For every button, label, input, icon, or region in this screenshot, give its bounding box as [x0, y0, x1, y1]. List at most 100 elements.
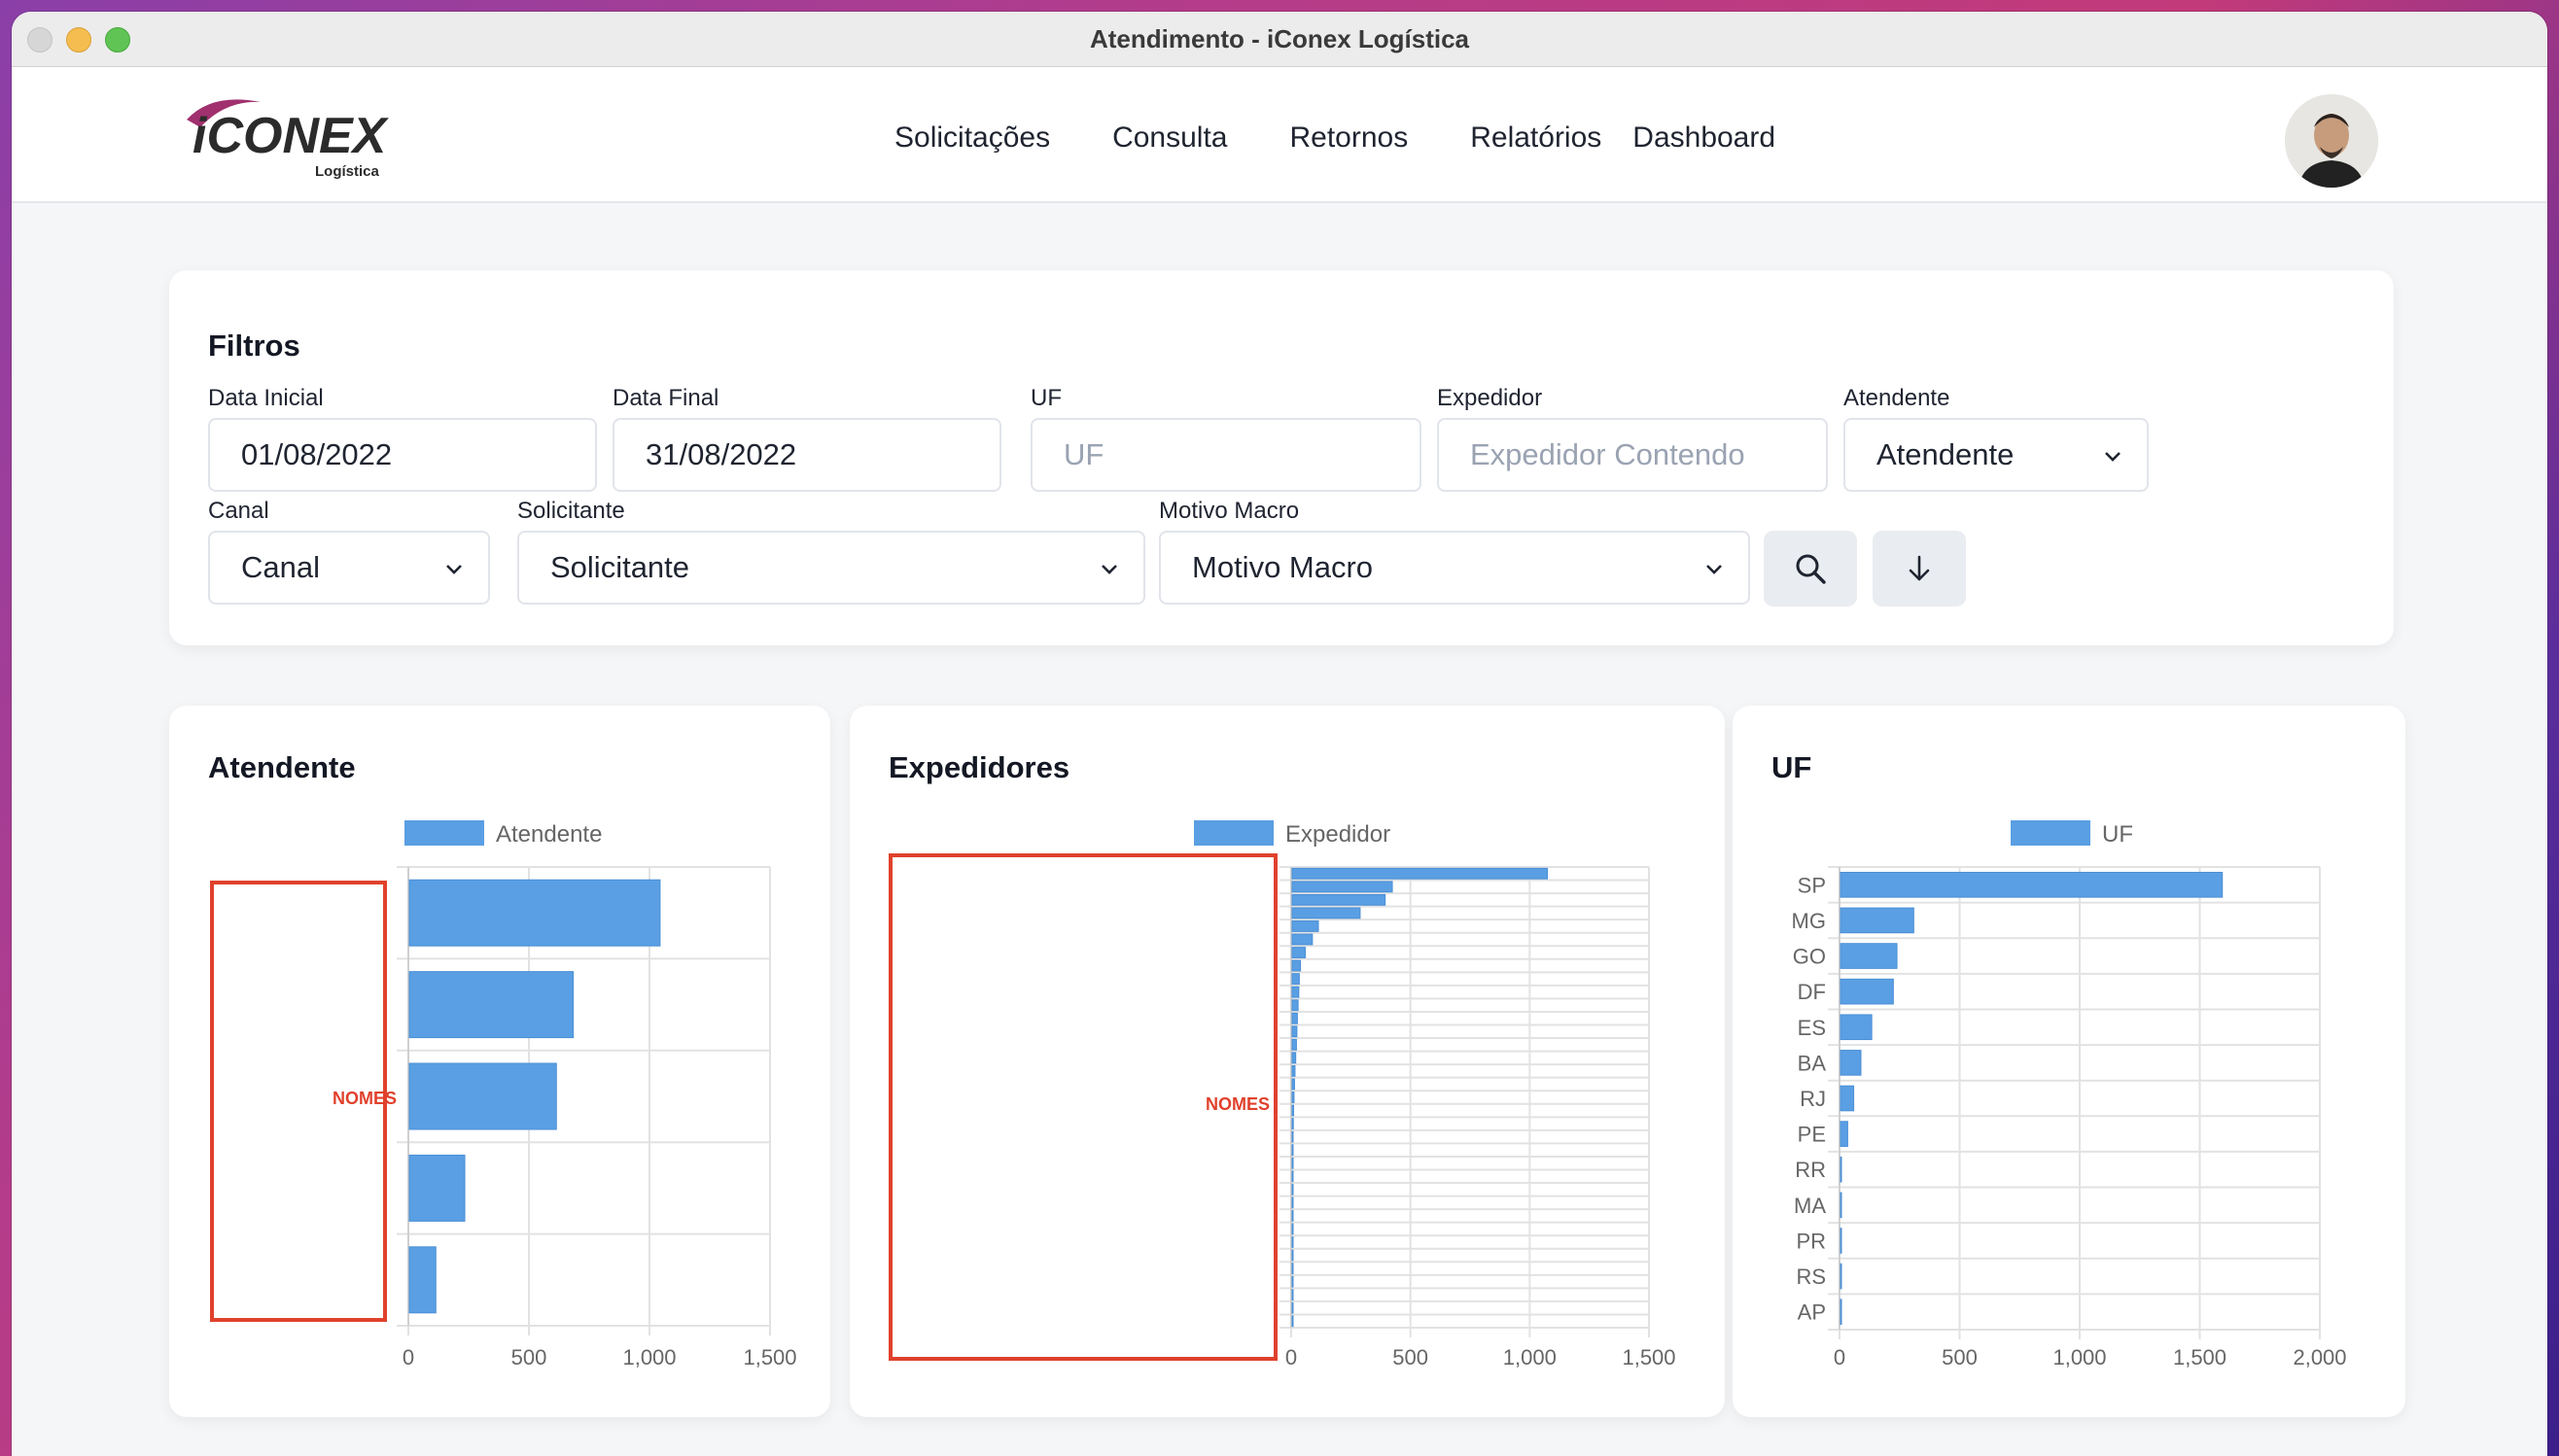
nav-link-solicitacoes[interactable]: Solicitações [894, 121, 1051, 154]
chart-bar [1291, 867, 1549, 880]
category-label: BA [1798, 1051, 1827, 1075]
canal-select-value: Canal [241, 550, 320, 584]
legend-swatch [404, 820, 484, 846]
canal-select[interactable]: Canal [208, 531, 490, 605]
chart-bar [1291, 1289, 1294, 1301]
chart-bar [1291, 1064, 1296, 1077]
atendente-select[interactable]: Atendente [1843, 418, 2149, 492]
x-tick-label: 1,000 [2052, 1345, 2106, 1369]
chart-bar [1291, 1223, 1294, 1235]
redaction-box [889, 853, 1278, 1361]
data-final-input[interactable]: 31/08/2022 [613, 418, 1001, 492]
expedidor-input[interactable]: Expedidor Contendo [1437, 418, 1828, 492]
legend-swatch [1194, 820, 1274, 846]
user-avatar[interactable] [2285, 94, 2378, 188]
maximize-window-button[interactable] [105, 27, 130, 52]
window-title: Atendimento - iConex Logística [1089, 24, 1470, 53]
motivo-macro-select[interactable]: Motivo Macro [1159, 531, 1750, 605]
arrow-down-icon [1909, 555, 1930, 581]
download-button[interactable] [1873, 531, 1966, 607]
expedidores-chart-title: Expedidores [889, 750, 1070, 784]
atendente-chart-title: Atendente [208, 750, 356, 784]
atendente-label: Atendente [1843, 385, 1950, 411]
chart-bar [1840, 871, 2224, 898]
chart-bar [1291, 920, 1319, 932]
chart-bar [1291, 1012, 1298, 1024]
chart-bar [1291, 1025, 1298, 1038]
nav-link-relatorios[interactable]: Relatórios [1470, 121, 1602, 154]
category-label: MA [1794, 1194, 1826, 1218]
category-label: PR [1796, 1229, 1826, 1253]
chevron-down-icon [1706, 565, 1722, 574]
minimize-window-button[interactable] [66, 27, 91, 52]
chart-bar [1291, 1236, 1294, 1248]
x-tick-label: 500 [511, 1345, 547, 1369]
chart-bar [1291, 1183, 1294, 1196]
chart-bar [1291, 1249, 1294, 1262]
chart-bar [1291, 1301, 1294, 1314]
solicitante-label: Solicitante [517, 498, 625, 524]
data-inicial-input[interactable]: 01/08/2022 [208, 418, 597, 492]
motivo-macro-select-value: Motivo Macro [1192, 550, 1374, 584]
nav-link-consulta[interactable]: Consulta [1112, 121, 1228, 154]
main-nav: Solicitações Consulta Retornos Relatório… [894, 121, 1775, 155]
category-label: ES [1798, 1016, 1826, 1040]
expedidor-label: Expedidor [1437, 385, 1543, 411]
redaction-label: NOMES [333, 1089, 397, 1108]
category-label: AP [1798, 1300, 1826, 1325]
chart-bar [1291, 973, 1300, 986]
chart-bar [1840, 1263, 1842, 1290]
atendente-chart-card: Atendente Atendente 0 500 1,000 1,500 NOMES [169, 706, 830, 1417]
chart-bar [1291, 1196, 1294, 1209]
nav-link-retornos[interactable]: Retornos [1289, 121, 1409, 154]
chart-bar [1291, 1263, 1294, 1274]
chart-bar [1291, 1052, 1297, 1064]
x-tick-label: 500 [1392, 1345, 1428, 1369]
nav-link-dashboard[interactable]: Dashboard [1632, 121, 1776, 154]
category-label: MG [1792, 909, 1826, 933]
data-inicial-label: Data Inicial [208, 385, 324, 411]
chart-bar [1291, 1209, 1294, 1222]
expedidor-placeholder: Expedidor Contendo [1470, 437, 1745, 471]
x-tick-label: 1,000 [1503, 1345, 1557, 1369]
uf-input[interactable]: UF [1031, 418, 1421, 492]
uf-chart-title: UF [1771, 750, 1812, 784]
legend-label: Atendente [496, 821, 602, 848]
chart-bar [1291, 999, 1299, 1012]
chart-bar [1840, 978, 1894, 1005]
redaction-box [210, 881, 387, 1322]
chart-bar [1840, 1299, 1842, 1326]
chart-bar [1840, 1228, 1842, 1254]
chart-bar [1840, 943, 1898, 969]
title-bar: Atendimento - iConex Logística [12, 12, 2547, 67]
chart-bar [408, 879, 661, 947]
uf-chart-card: UF UF 0 500 1,000 1,500 2,000 SP MG GO DF ES BA RJ PE… [1733, 706, 2405, 1417]
expedidores-chart: Expedidor 0 500 1,000 1,500 NOMES [889, 820, 1676, 1369]
chevron-down-icon [2105, 452, 2121, 462]
chart-bar [1291, 986, 1300, 998]
category-label: GO [1793, 945, 1826, 969]
chart-bar [1291, 959, 1302, 972]
data-final-value: 31/08/2022 [646, 437, 797, 471]
chart-bar [1291, 1038, 1297, 1051]
chart-bar [1840, 1121, 1848, 1147]
canal-label: Canal [208, 498, 269, 524]
chart-bar [1291, 1130, 1294, 1143]
chart-bar [1291, 933, 1314, 946]
uf-placeholder: UF [1064, 437, 1104, 471]
search-button[interactable] [1764, 531, 1857, 607]
chart-bar [1840, 1050, 1862, 1076]
chart-bar [408, 971, 575, 1039]
uf-chart: UF 0 500 1,000 1,500 2,000 SP MG GO DF ES BA RJ PE RR M… [1792, 820, 2347, 1369]
chart-bar [1840, 1085, 1855, 1112]
legend-label: Expedidor [1285, 821, 1390, 848]
chart-bar [1840, 1156, 1842, 1183]
category-label: SP [1798, 873, 1826, 897]
close-window-button[interactable] [27, 27, 53, 52]
legend-label: UF [2102, 821, 2133, 848]
solicitante-select[interactable]: Solicitante [517, 531, 1145, 605]
iconex-logo[interactable]: iCONEX Logística [183, 88, 406, 186]
x-tick-label: 0 [1285, 1345, 1297, 1369]
chart-bar [1291, 1275, 1294, 1288]
app-window: Atendimento - iConex Logística iCONEX Lo… [12, 12, 2547, 1456]
